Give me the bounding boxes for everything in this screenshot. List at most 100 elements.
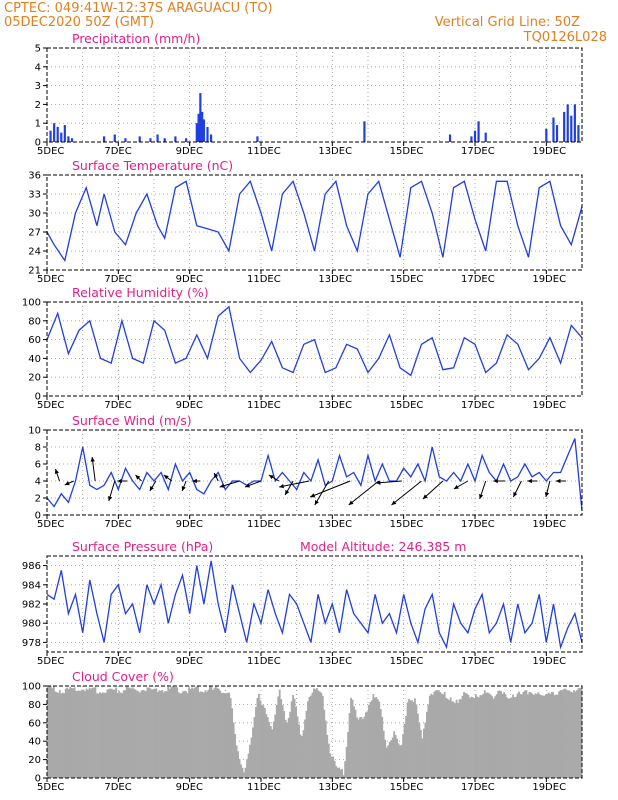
wind-arrowhead [314,500,319,505]
x-tick-label: 11DEC [247,274,281,285]
cloud-bar [335,766,338,778]
cloud-bar [529,692,532,778]
cloud-bar [479,695,482,778]
cloud-bar [427,704,430,778]
cloud-bar [376,699,379,778]
cloud-bar [164,690,167,778]
cloud-bar [512,694,514,778]
cloud-bar [543,695,546,778]
cloud-bar [61,692,64,778]
y-tick-label: 982 [22,600,41,611]
wind-arrowhead [149,486,154,491]
cloud-bar [433,691,436,778]
x-tick-label: 15DEC [390,656,424,667]
x-tick-label: 17DEC [461,274,495,285]
cloud-bar [506,697,508,778]
cloud-bar [269,726,272,778]
cloud-bar [177,692,180,778]
cloud-bar [220,693,223,778]
cloud-bar [55,692,58,778]
x-tick-label: 7DEC [104,146,131,157]
precip-bar [570,115,573,142]
cloud-bar [373,697,376,778]
cloud-bar [473,698,476,778]
cloud-bar [223,693,226,778]
cloud-bar [180,693,183,778]
pressure-title: Surface Pressure (hPa) [72,539,213,554]
x-tick-label: 17DEC [461,519,495,530]
precip-bar [185,138,188,142]
cloud-bar [208,686,211,778]
cloud-bar [393,731,396,778]
cloud-bar [577,688,580,778]
cloud-bar [170,687,173,778]
cloud-bar [182,691,185,778]
cloud-bar [140,690,143,778]
y-tick-label: 10 [28,426,41,437]
cloud-bar [342,775,345,778]
precip-bar [149,138,152,142]
pressure-line [46,560,583,650]
x-tick-label: 19DEC [532,400,566,411]
y-tick-label: 8 [35,443,41,454]
cloud-bar [428,695,431,778]
cloud-bar [133,688,135,778]
cloud-bar [301,736,303,778]
y-tick-label: 0 [35,392,41,403]
x-tick-label: 9DEC [176,274,203,285]
cloud-bar [534,693,537,778]
cloud-bar [378,701,381,778]
cloud-bar [477,697,480,778]
cloud-bar [466,693,468,778]
precip-bar [363,121,366,142]
temp-line [46,179,583,263]
cloud-bar [482,693,485,778]
precip-bar [138,136,141,142]
cloud-bar [243,772,245,778]
cloud-bar [313,688,315,778]
y-tick-label: 984 [22,580,41,591]
precip-bar [201,111,204,142]
x-tick-label: 11DEC [247,519,281,530]
wind-title: Surface Wind (m/s) [72,413,192,428]
y-tick-label: 986 [22,561,41,572]
cloud-bar [454,703,456,778]
cloud-bar [81,689,83,778]
cloud-bar [440,693,443,778]
cloud-bar [538,694,541,778]
precip-bar [552,117,555,142]
y-tick-label: 80 [28,700,41,711]
cloud-bar [354,709,357,778]
cloud-bar [235,745,238,778]
cloud-bar [299,734,302,778]
x-tick-label: 17DEC [461,656,495,667]
cloud-bar [204,690,207,778]
cloud-bar [87,689,89,778]
cloud-bar [203,692,205,778]
cloud-bar [217,688,220,778]
y-tick-label: 24 [28,247,41,258]
wind-arrowhead [453,484,459,489]
cloud-bar [489,694,492,778]
cloud-bar [286,722,289,778]
cloud-bar [109,688,112,778]
wind-arrowhead [219,483,225,488]
x-tick-label: 15DEC [390,519,424,530]
cloud-bar [437,690,440,778]
cloud-bar [485,692,488,778]
cloud-bar [73,687,76,778]
cloud-bar [296,716,299,778]
x-tick-label: 19DEC [532,146,566,157]
precip-bar [174,136,177,142]
precip-bar [555,125,559,142]
x-tick-label: 19DEC [532,782,566,793]
cloud-bar [394,734,397,778]
x-tick-label: 13DEC [318,782,352,793]
precip-title: Precipitation (mm/h) [72,31,200,46]
y-tick-label: 21 [28,266,41,277]
cloud-bar [106,689,109,778]
cloud-bar [192,688,195,778]
cloud-bar [555,694,558,778]
cloud-bar [323,709,326,778]
cloud-bar [155,688,158,778]
